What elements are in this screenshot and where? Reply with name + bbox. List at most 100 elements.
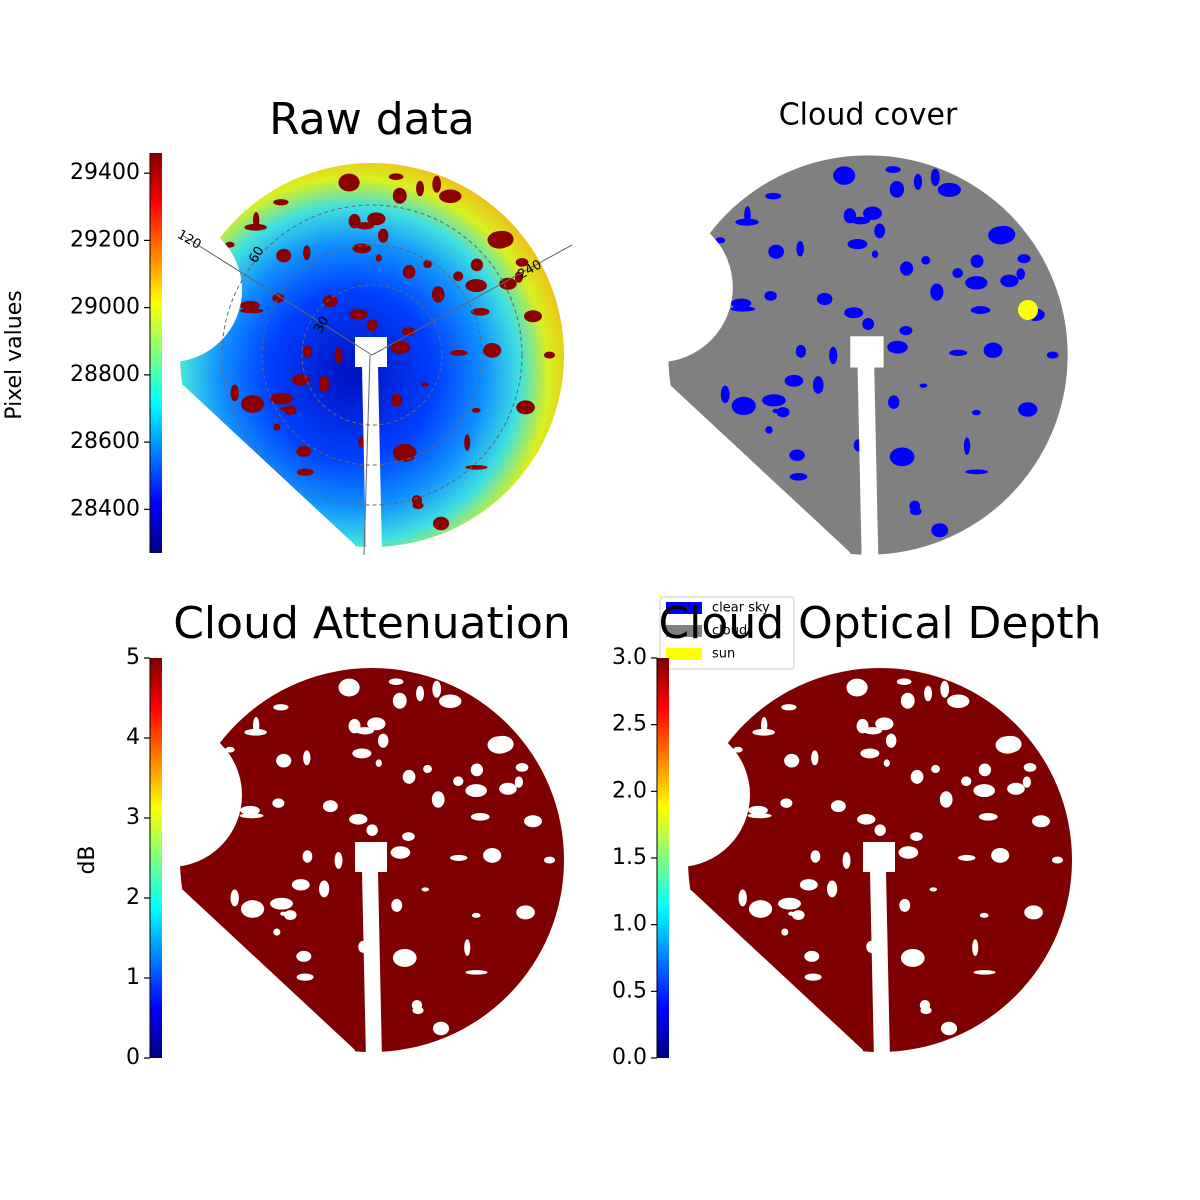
- legend-swatch: [666, 602, 702, 614]
- cloud-blob: [965, 469, 989, 475]
- cloud-blob: [369, 354, 388, 363]
- legend-label: sun: [712, 647, 735, 662]
- cloud-blob: [939, 791, 953, 808]
- cloud-blob: [921, 256, 931, 265]
- cloud-blob: [291, 374, 310, 386]
- colorbar-tick-label: 29000: [70, 295, 140, 320]
- cloud-blob: [887, 340, 908, 354]
- cloud-blob: [450, 854, 468, 861]
- cloud-blob: [239, 813, 264, 819]
- cloud-blob: [730, 306, 756, 312]
- cloud-blob: [470, 813, 490, 821]
- cloud-blob: [334, 851, 343, 869]
- cloud-blob: [352, 243, 372, 254]
- cloud-blob: [349, 814, 368, 825]
- cloud-blob: [913, 173, 923, 190]
- cloud-blob: [338, 173, 360, 192]
- colorbar-tick-label: 29400: [70, 160, 140, 185]
- panel-title: Raw data: [269, 94, 475, 145]
- cloud-blob: [402, 769, 416, 784]
- cloud-blob: [776, 407, 790, 418]
- legend: clear sky cloud sun: [659, 596, 795, 670]
- colorbar-tick-label: 2.0: [612, 778, 647, 803]
- cloud-blob: [896, 678, 912, 686]
- cloud-blob: [889, 181, 905, 198]
- cloud-blob: [973, 970, 996, 975]
- cloud-blob: [483, 343, 502, 358]
- cloud-blob: [899, 898, 911, 912]
- cloud-blob: [392, 692, 407, 709]
- cloud-blob: [866, 940, 876, 953]
- cloud-blob: [829, 346, 838, 365]
- cloud-blob: [1016, 268, 1026, 280]
- colorbar-tick-label: 4: [126, 725, 140, 750]
- cloud-blob: [937, 182, 962, 197]
- cloud-blob: [1022, 776, 1031, 788]
- cloud-blob: [910, 769, 924, 784]
- colorbar-tick-label: 29200: [70, 227, 140, 252]
- legend-swatch: [666, 625, 702, 637]
- cloud-blob: [748, 805, 768, 815]
- cloud-blob: [781, 704, 797, 711]
- cloud-blob: [795, 344, 806, 358]
- cloud-blob: [273, 704, 289, 711]
- cloud-blob: [465, 465, 488, 470]
- colorbar: [150, 153, 162, 553]
- cloud-blob: [375, 759, 382, 767]
- cloud-blob: [900, 948, 925, 967]
- cloud-blob: [810, 850, 821, 863]
- cloud-blob: [910, 832, 923, 841]
- cloud-blob: [273, 423, 281, 431]
- cloud-blob: [978, 813, 998, 821]
- cloud-blob: [322, 800, 338, 813]
- cloud-blob: [296, 445, 312, 457]
- cloud-blob: [367, 717, 386, 731]
- cloud-blob: [792, 910, 805, 921]
- cloud-blob: [850, 216, 871, 225]
- cloud-blob: [273, 199, 289, 206]
- colorbar-tick-label: 3: [126, 805, 140, 830]
- cloud-blob: [940, 680, 950, 698]
- cloud-blob: [1024, 905, 1043, 920]
- cloud-blob: [1032, 815, 1050, 828]
- cloud-blob: [303, 750, 311, 766]
- colorbar-label: dB: [75, 845, 100, 874]
- cloud-blob: [392, 443, 417, 462]
- cloud-blob: [919, 999, 931, 1011]
- cloud-blob: [416, 685, 425, 702]
- cloud-blob: [391, 898, 403, 912]
- cloud-blob: [322, 295, 338, 308]
- cloud-blob: [988, 226, 1013, 245]
- cloud-blob: [844, 307, 864, 319]
- cloud-blob: [358, 435, 368, 448]
- cloud-blob: [432, 516, 450, 531]
- cloud-blob: [244, 728, 267, 736]
- cloud-blob: [885, 166, 901, 174]
- cloud-blob: [963, 437, 971, 455]
- polar-label: 60: [246, 244, 267, 266]
- cloud-blob: [375, 254, 382, 262]
- cloud-blob: [863, 727, 882, 735]
- cloud-blob: [784, 753, 800, 768]
- cloud-blob: [464, 434, 471, 452]
- cloud-blob: [464, 939, 471, 957]
- cloud-blob: [972, 939, 979, 957]
- cloud-blob: [432, 1021, 450, 1036]
- cloud-blob: [731, 396, 756, 416]
- cloud-blob: [833, 166, 856, 185]
- sky-image: [660, 147, 1076, 563]
- cloud-blob: [273, 928, 281, 936]
- cloud-blob: [411, 494, 423, 506]
- cloud-blob: [772, 408, 779, 413]
- cloud-blob: [877, 859, 896, 868]
- cloud-blob: [860, 748, 880, 759]
- cloud-blob: [543, 351, 556, 359]
- cloud-blob: [240, 395, 265, 413]
- cloud-blob: [930, 168, 940, 187]
- cloud-blob: [225, 241, 235, 248]
- cloud-blob: [875, 717, 894, 731]
- cloud-blob: [883, 759, 890, 767]
- cloud-blob: [796, 241, 805, 257]
- cloud-blob: [411, 999, 423, 1011]
